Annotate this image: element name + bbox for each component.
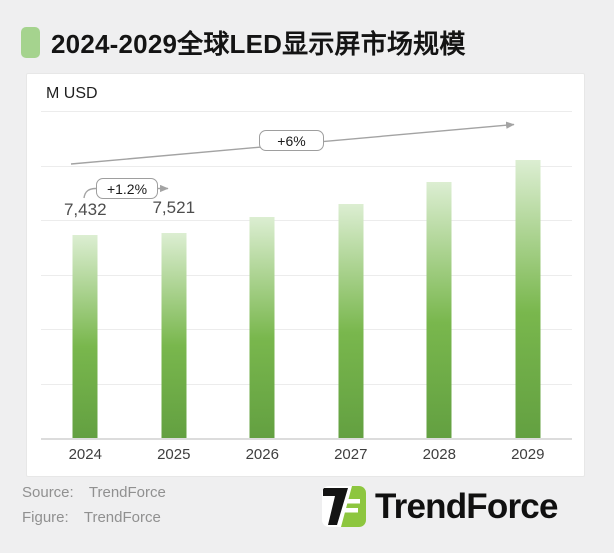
x-axis-label-2024: 2024 — [68, 446, 102, 463]
yoy-growth-badge: +1.2% — [96, 178, 158, 199]
x-axis-label-2026: 2026 — [245, 446, 279, 463]
title-row: 2024-2029全球LED显示屏市场规模 — [21, 24, 466, 61]
x-axis-label-2025: 2025 — [157, 446, 191, 463]
bar-2028 — [426, 181, 452, 438]
title-accent-marker — [21, 27, 40, 58]
bar-slot-2029 — [484, 111, 573, 438]
bar-2024 — [72, 235, 98, 438]
bar-2025 — [161, 233, 187, 438]
bar-value-label-2025: 7,521 — [152, 198, 196, 218]
gridline-8000 — [41, 220, 572, 221]
y-axis-unit-label: M USD — [46, 85, 98, 102]
bar-slot-2026 — [218, 111, 307, 438]
gridline-10000 — [41, 165, 572, 167]
bar-slot-2024: 7,432 — [41, 111, 130, 438]
bar-slot-2025: 7,521 — [130, 111, 219, 438]
gridline-6000 — [41, 274, 572, 276]
gridline-4000 — [41, 329, 572, 330]
x-axis-label-2028: 2028 — [422, 446, 456, 463]
source-line: Source: TrendForce — [22, 481, 166, 506]
x-axis-label-2029: 2029 — [511, 446, 545, 463]
source-block: Source: TrendForce Figure: TrendForce — [22, 481, 166, 530]
trendforce-logo: TrendForce — [322, 486, 558, 527]
figure-label: Figure: — [22, 508, 69, 526]
chart-card: M USD 7,432 7,521 +1.2% +6% 2024 2025 2026 2… — [26, 73, 585, 477]
gridline-2000 — [41, 383, 572, 385]
bar-slot-2028 — [395, 111, 484, 438]
gridline-12000 — [41, 111, 572, 112]
x-axis-label-2027: 2027 — [334, 446, 368, 463]
bar-2027 — [338, 203, 364, 438]
bar-2029 — [515, 160, 541, 438]
plot-area: 7,432 7,521 +1.2% +6% — [41, 111, 572, 440]
source-value: TrendForce — [88, 484, 166, 501]
figure-line: Figure: TrendForce — [22, 506, 166, 531]
bar-value-label-2024: 7,432 — [63, 200, 107, 220]
page-title: 2024-2029全球LED显示屏市场规模 — [51, 29, 466, 59]
bar-slot-2027 — [307, 111, 396, 438]
trendforce-logo-icon — [322, 486, 366, 527]
figure-value: TrendForce — [83, 508, 161, 526]
trendforce-logo-text: TrendForce — [375, 486, 558, 526]
source-label: Source: — [22, 484, 74, 501]
cagr-growth-badge: +6% — [259, 130, 324, 151]
bar-2026 — [249, 217, 275, 438]
bars-layer: 7,432 7,521 — [41, 111, 572, 438]
x-axis-labels: 2024 2025 2026 2027 2028 2029 — [41, 446, 572, 463]
